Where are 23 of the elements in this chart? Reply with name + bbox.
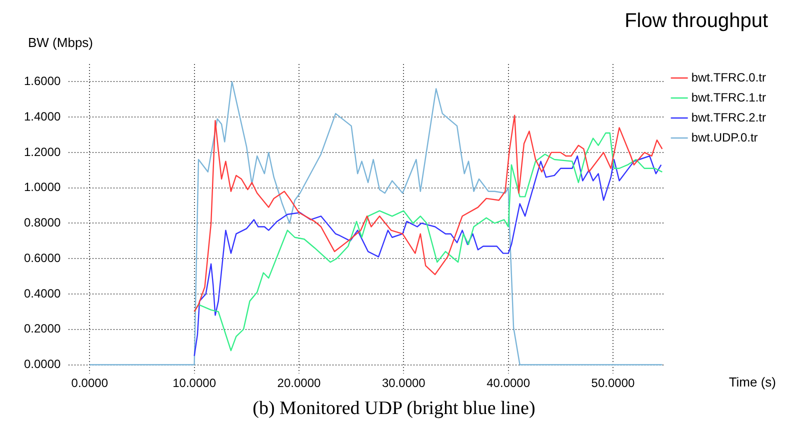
x-tick-label: 50.0000 [591,376,635,390]
legend-label: bwt.TFRC.2.tr [691,110,766,124]
y-tick-label: 1.6000 [24,74,62,88]
x-tick-label: 20.0000 [277,376,321,390]
x-axis-title: Time (s) [728,374,776,390]
text: (b) Monitored UDP (bright blue line) [252,398,536,420]
y-tick-label: 0.2000 [24,322,62,336]
y-tick-label: 1.4000 [24,109,62,124]
x-tick-label: 40.0000 [486,376,530,390]
legend-label: bwt.TFRC.1.tr [691,90,766,104]
y-tick-label: 0.4000 [24,286,62,300]
chart-title: Flow throughput [624,9,769,34]
legend-label: bwt.TFRC.0.tr [691,70,766,84]
y-axis-title: BW (Mbps) [28,35,93,50]
x-tick-label: 10.0000 [172,376,216,390]
y-tick-label: 0.0000 [24,357,62,372]
x-tick-label: 30.0000 [382,376,426,390]
x-tick-label: 0.0000 [71,376,108,390]
legend-label: bwt.UDP.0.tr [691,130,758,144]
y-tick-label: 1.0000 [24,180,62,194]
y-tick-label: 1.2000 [24,144,62,159]
y-tick-label: 0.8000 [24,216,62,230]
y-tick-label: 0.6000 [24,250,62,265]
